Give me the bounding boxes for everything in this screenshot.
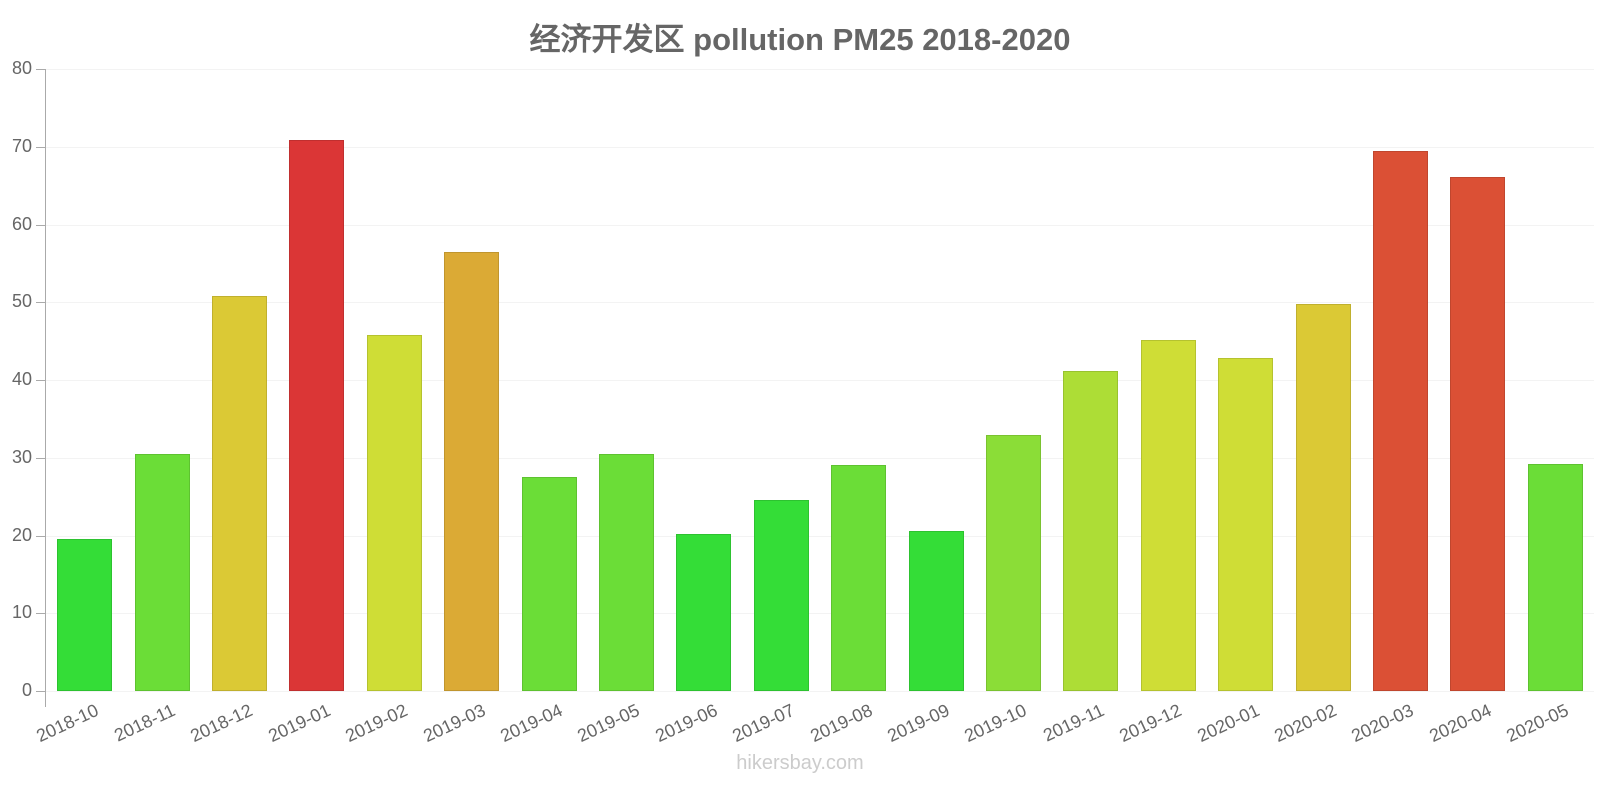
gridline xyxy=(46,302,1594,304)
bar-2018-10[interactable] xyxy=(57,539,113,691)
x-tick-label: 2019-12 xyxy=(1116,700,1185,747)
y-tick-mark xyxy=(36,302,45,304)
gridline xyxy=(46,224,1594,226)
x-tick-label: 2019-05 xyxy=(574,700,643,747)
bar-2019-08[interactable] xyxy=(831,464,887,691)
y-tick-label: 50 xyxy=(11,291,32,312)
bar-2020-03[interactable] xyxy=(1373,150,1428,691)
bar-2019-01[interactable] xyxy=(289,139,345,691)
y-tick-label: 40 xyxy=(11,369,32,389)
bar-2020-02[interactable] xyxy=(1295,303,1351,691)
bar-2019-10[interactable] xyxy=(986,435,1041,691)
gridline xyxy=(46,457,1594,459)
bar-2019-02[interactable] xyxy=(366,334,422,691)
gridline xyxy=(46,691,1594,692)
bar-2019-05[interactable] xyxy=(599,453,654,691)
bar-2019-12[interactable] xyxy=(1140,340,1196,691)
x-tick-label: 2019-02 xyxy=(342,700,411,747)
x-tick-label: 2019-10 xyxy=(961,700,1030,747)
y-tick-label: 80 xyxy=(11,58,32,78)
x-tick-label: 2019-03 xyxy=(419,700,489,747)
x-tick-label: 2020-02 xyxy=(1271,700,1340,747)
y-tick-mark xyxy=(36,69,45,70)
y-tick-mark xyxy=(36,380,45,381)
bar-2019-07[interactable] xyxy=(753,499,809,691)
x-tick-label: 2020-05 xyxy=(1503,700,1572,747)
x-tick-label: 2019-01 xyxy=(265,700,334,747)
y-tick-label: 20 xyxy=(11,524,32,545)
gridline xyxy=(46,146,1594,148)
gridline xyxy=(46,535,1594,537)
bar-2018-11[interactable] xyxy=(134,453,190,691)
gridline xyxy=(46,613,1594,615)
x-tick-label: 2019-06 xyxy=(652,700,721,747)
bar-2019-04[interactable] xyxy=(521,477,577,691)
y-axis-line xyxy=(45,69,46,707)
x-tick-label: 2018-10 xyxy=(32,700,102,747)
x-tick-label: 2020-03 xyxy=(1348,700,1417,747)
x-tick-label: 2019-07 xyxy=(729,700,798,747)
x-tick-label: 2018-11 xyxy=(111,700,179,746)
y-tick-mark xyxy=(36,535,45,537)
x-tick-label: 2019-11 xyxy=(1040,700,1108,746)
bar-2020-01[interactable] xyxy=(1218,358,1274,691)
x-tick-label: 2018-12 xyxy=(187,700,256,747)
bar-2019-06[interactable] xyxy=(676,533,732,691)
y-tick-label: 10 xyxy=(11,602,32,623)
x-tick-label: 2019-09 xyxy=(884,700,953,747)
bar-2018-12[interactable] xyxy=(212,296,267,691)
watermark: hikersbay.com xyxy=(736,752,864,774)
y-tick-label: 0 xyxy=(21,680,32,700)
bar-2019-03[interactable] xyxy=(444,251,500,691)
y-tick-mark xyxy=(36,146,45,148)
y-tick-label: 30 xyxy=(11,446,32,467)
gridline xyxy=(46,380,1594,381)
x-tick-label: 2019-08 xyxy=(806,700,876,747)
y-tick-mark xyxy=(36,613,45,615)
chart-title: 经济开发区 pollution PM25 2018-2020 xyxy=(529,22,1071,57)
bar-2019-09[interactable] xyxy=(908,530,964,691)
y-tick-label: 70 xyxy=(11,135,32,156)
x-tick-label: 2020-04 xyxy=(1426,700,1495,747)
y-tick-mark xyxy=(36,457,45,459)
y-tick-label: 60 xyxy=(11,213,32,234)
gridline xyxy=(46,69,1594,70)
y-tick-mark xyxy=(36,691,45,692)
x-tick-label: 2019-04 xyxy=(497,700,566,747)
bar-2020-05[interactable] xyxy=(1527,463,1583,691)
y-tick-mark xyxy=(36,224,45,226)
bar-2019-11[interactable] xyxy=(1063,370,1119,691)
bar-2020-04[interactable] xyxy=(1450,177,1506,691)
x-tick-label: 2020-01 xyxy=(1193,700,1263,747)
